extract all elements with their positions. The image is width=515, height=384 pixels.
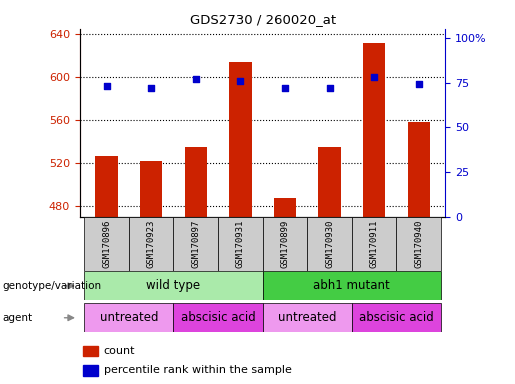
Point: [102, 83, 111, 89]
Bar: [274, 198, 296, 217]
Bar: [218, 217, 263, 271]
Text: GSM170930: GSM170930: [325, 220, 334, 268]
Text: GSM170911: GSM170911: [370, 220, 379, 268]
Point: [236, 78, 245, 84]
Text: GSM170923: GSM170923: [147, 220, 156, 268]
Bar: [174, 303, 263, 332]
Text: abscisic acid: abscisic acid: [359, 311, 434, 324]
Point: [325, 85, 334, 91]
Bar: [263, 271, 441, 300]
Text: abscisic acid: abscisic acid: [181, 311, 255, 324]
Bar: [83, 365, 98, 376]
Title: GDS2730 / 260020_at: GDS2730 / 260020_at: [190, 13, 336, 26]
Text: agent: agent: [3, 313, 32, 323]
Bar: [129, 217, 174, 271]
Bar: [140, 161, 162, 217]
Bar: [84, 303, 174, 332]
Text: count: count: [104, 346, 135, 356]
Bar: [318, 147, 341, 217]
Point: [415, 81, 423, 88]
Bar: [95, 156, 118, 217]
Bar: [263, 303, 352, 332]
Text: untreated: untreated: [99, 311, 158, 324]
Bar: [307, 217, 352, 271]
Bar: [174, 217, 218, 271]
Text: percentile rank within the sample: percentile rank within the sample: [104, 365, 291, 375]
Text: GSM170940: GSM170940: [414, 220, 423, 268]
Bar: [352, 217, 397, 271]
Text: GSM170897: GSM170897: [191, 220, 200, 268]
Text: GSM170899: GSM170899: [281, 220, 289, 268]
Bar: [84, 271, 263, 300]
Bar: [407, 122, 430, 217]
Bar: [352, 303, 441, 332]
Bar: [363, 43, 385, 217]
Bar: [397, 217, 441, 271]
Text: GSM170896: GSM170896: [102, 220, 111, 268]
Point: [370, 74, 378, 80]
Text: GSM170931: GSM170931: [236, 220, 245, 268]
Point: [147, 85, 156, 91]
Bar: [184, 147, 207, 217]
Bar: [83, 346, 98, 356]
Text: abh1 mutant: abh1 mutant: [314, 280, 390, 292]
Bar: [263, 217, 307, 271]
Text: genotype/variation: genotype/variation: [3, 281, 101, 291]
Text: untreated: untreated: [278, 311, 336, 324]
Bar: [84, 217, 129, 271]
Bar: [229, 62, 251, 217]
Text: wild type: wild type: [146, 280, 200, 292]
Point: [192, 76, 200, 82]
Point: [281, 85, 289, 91]
